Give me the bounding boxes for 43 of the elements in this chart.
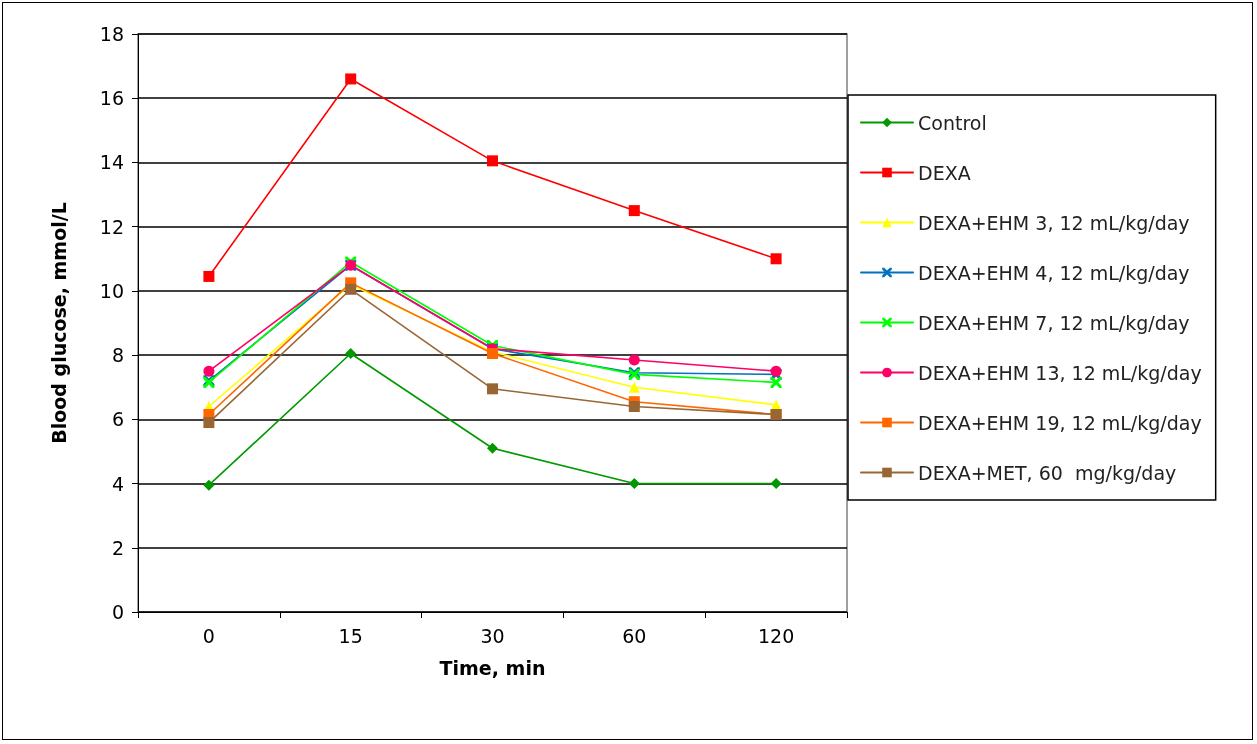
point (770, 478, 782, 490)
x-tick-label: 0 (202, 624, 215, 647)
legend-label: DEXA+EHM 7, 12 mL/kg/day (918, 311, 1190, 334)
point (345, 283, 357, 295)
point (628, 400, 640, 412)
point (770, 253, 782, 265)
legend-label: DEXA+MET, 60 mg/kg/day (918, 461, 1177, 484)
y-tick-label: 16 (99, 87, 124, 110)
x-axis-title: Time, min (439, 656, 546, 679)
x-tick-label: 30 (480, 624, 505, 647)
y-tick-label: 10 (99, 279, 124, 302)
point (487, 442, 498, 454)
point (628, 478, 640, 490)
legend-label: DEXA+EHM 13, 12 mL/kg/day (918, 361, 1202, 384)
y-tick-label: 8 (111, 344, 124, 367)
legend-label: Control (918, 111, 987, 134)
point (345, 348, 357, 360)
point (628, 205, 640, 217)
y-axis-title: Blood glucose, mmol/L (47, 202, 70, 444)
x-tick-label: 15 (338, 624, 363, 647)
point (628, 354, 640, 366)
point (770, 376, 782, 388)
point (628, 381, 640, 393)
point (203, 270, 215, 282)
point (487, 155, 498, 167)
point (345, 73, 357, 85)
legend-label: DEXA+EHM 4, 12 mL/kg/day (918, 261, 1190, 284)
y-tick-label: 2 (111, 536, 124, 559)
point (203, 417, 215, 429)
point (203, 479, 215, 491)
legend-label: DEXA (918, 161, 971, 184)
y-tick-label: 12 (99, 215, 124, 238)
y-tick-label: 6 (111, 408, 124, 431)
point (487, 383, 498, 395)
point (203, 365, 215, 377)
x-tick-label: 120 (757, 624, 795, 647)
y-tick-label: 14 (99, 151, 124, 174)
y-tick-label: 4 (111, 472, 124, 495)
legend-label: DEXA+EHM 3, 12 mL/kg/day (918, 211, 1190, 234)
y-tick-label: 18 (99, 23, 124, 45)
legend-label: DEXA+EHM 19, 12 mL/kg/day (918, 411, 1202, 434)
x-tick-label: 60 (622, 624, 647, 647)
y-tick-label: 0 (111, 601, 124, 623)
